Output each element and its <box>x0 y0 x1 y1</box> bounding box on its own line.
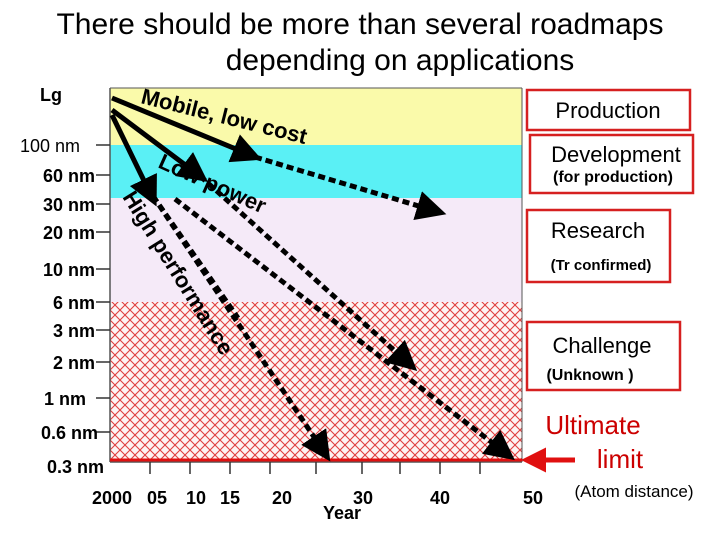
research-label: Research <box>551 218 645 243</box>
y-axis-label: Lg <box>40 85 62 105</box>
x-tick-label: 15 <box>220 488 240 508</box>
limit-label: limit <box>597 444 644 474</box>
development-note: (for production) <box>553 169 673 186</box>
mobile-dashed-arrow <box>254 154 447 221</box>
long-dashed-arrow <box>173 197 515 461</box>
research-label-box <box>525 208 672 284</box>
production-label: Production <box>555 98 660 123</box>
y-tick-label: 0.3 nm <box>47 457 104 477</box>
x-tick-label: 50 <box>523 488 543 508</box>
mobile-solid-arrow <box>111 95 262 163</box>
solid-arrows <box>109 95 262 207</box>
development-label-box <box>528 133 695 195</box>
x-tick-label: 10 <box>186 488 206 508</box>
x-axis-label: Year <box>323 503 361 523</box>
ultimate-note: (Atom distance) <box>574 482 693 501</box>
challenge-label-box <box>525 320 682 392</box>
low-power-solid-arrow <box>110 108 208 182</box>
ultimate-label: Ultimate <box>545 410 640 440</box>
research-note: (Tr confirmed) <box>551 257 652 274</box>
x-tick-label: 05 <box>147 488 167 508</box>
y-tick-labels: 100 nm 60 nm 30 nm 20 nm 10 nm 6 nm 3 nm… <box>20 136 104 477</box>
y-tick-marks <box>96 144 110 433</box>
x-tick-marks <box>149 462 481 474</box>
x-tick-label: 2000 <box>92 488 132 508</box>
x-tick-label: 20 <box>272 488 292 508</box>
title-line-2: depending on applications <box>225 44 575 77</box>
y-tick-label: 0.6 nm <box>41 423 98 443</box>
challenge-note: (Unknown ) <box>546 367 633 384</box>
y-tick-label: 3 nm <box>53 321 95 341</box>
dashed-arrows <box>150 154 515 462</box>
production-region <box>110 88 522 145</box>
research-region <box>110 198 522 302</box>
y-tick-label: 2 nm <box>53 353 95 373</box>
y-tick-label: 10 nm <box>43 260 95 280</box>
y-tick-label: 20 nm <box>43 223 95 243</box>
title-line-1: There should be more than several roadma… <box>56 8 664 41</box>
low-power-dashed-arrow <box>198 174 418 372</box>
y-tick-label: 6 nm <box>53 293 95 313</box>
high-perf-solid-arrow <box>109 113 157 207</box>
y-tick-label: 1 nm <box>44 389 86 409</box>
y-tick-label: 30 nm <box>43 195 95 215</box>
x-tick-label: 40 <box>430 488 450 508</box>
y-tick-label: 60 nm <box>43 166 95 186</box>
y-tick-label: 100 nm <box>20 136 80 156</box>
high-perf-dashed-arrow-2 <box>150 194 241 320</box>
x-tick-label: 30 <box>353 488 373 508</box>
x-tick-labels: 2000 05 10 15 20 30 40 50 <box>92 488 543 508</box>
challenge-label: Challenge <box>552 333 651 358</box>
production-label-box <box>525 88 692 132</box>
development-label: Development <box>551 142 681 167</box>
